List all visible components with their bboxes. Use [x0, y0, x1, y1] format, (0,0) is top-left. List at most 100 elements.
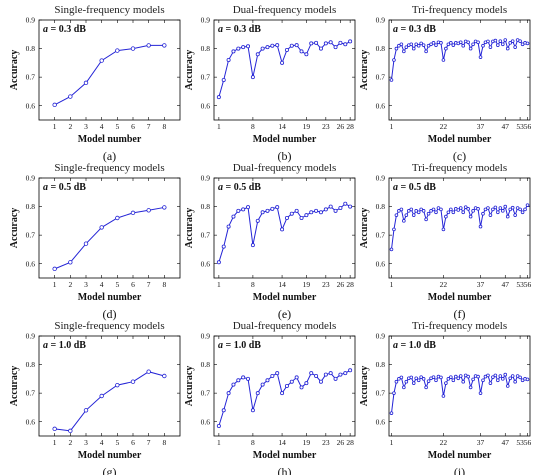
data-point — [476, 374, 480, 379]
x-tick-label: 47 — [502, 122, 510, 131]
data-point — [392, 58, 396, 62]
data-point — [275, 43, 280, 48]
x-tick-label: 23 — [322, 122, 330, 131]
x-axis-label: Model number — [428, 134, 492, 145]
data-point — [236, 46, 241, 51]
y-tick-label: 0.9 — [26, 174, 36, 183]
x-tick-label: 7 — [147, 280, 151, 289]
data-point — [299, 385, 304, 390]
data-point — [99, 225, 104, 230]
data-point — [68, 428, 73, 434]
data-point — [343, 42, 348, 47]
data-point — [68, 94, 73, 99]
x-tick-label: 3 — [84, 438, 88, 447]
y-tick-label: 0.7 — [26, 73, 36, 82]
data-point — [468, 46, 473, 51]
data-point — [431, 207, 436, 212]
x-tick-label: 8 — [251, 280, 255, 289]
data-point — [333, 208, 338, 213]
y-tick-label: 0.7 — [376, 73, 386, 82]
data-point — [289, 211, 294, 216]
x-tick-label: 28 — [346, 438, 354, 447]
data-point — [255, 218, 260, 223]
y-tick-label: 0.9 — [201, 332, 211, 341]
annotation-value: = 0.5 dB — [48, 182, 86, 193]
data-point — [304, 52, 309, 57]
y-tick-label: 0.9 — [201, 16, 211, 25]
data-point — [416, 210, 421, 215]
y-tick-label: 0.8 — [26, 202, 36, 211]
data-point — [399, 375, 404, 380]
data-point — [486, 206, 490, 210]
noise-level-annotation: a = 0.5 dB — [43, 182, 86, 193]
data-point — [404, 45, 409, 49]
x-tick-label: 7 — [147, 438, 151, 447]
plot-frame — [213, 19, 356, 121]
x-axis-label: Model number — [428, 292, 492, 303]
x-axis-label: Model number — [253, 292, 317, 303]
data-point — [241, 45, 246, 50]
x-axis-label: Model number — [78, 450, 142, 461]
y-axis-label: Accuracy — [184, 50, 195, 91]
data-point — [231, 49, 236, 54]
data-point — [426, 211, 431, 216]
data-point — [265, 378, 270, 383]
data-point — [486, 39, 490, 44]
y-tick-label: 0.6 — [376, 101, 386, 110]
data-point — [421, 377, 426, 381]
data-point — [394, 379, 399, 384]
data-point — [471, 209, 475, 213]
noise-level-annotation: a = 0.5 dB — [218, 182, 261, 193]
data-point — [309, 210, 314, 215]
data-point — [226, 224, 231, 229]
data-point — [486, 373, 490, 378]
x-tick-label: 26 — [337, 122, 345, 131]
data-point — [294, 208, 299, 213]
data-point — [255, 391, 260, 396]
data-point — [289, 379, 294, 384]
y-tick-label: 0.8 — [201, 360, 211, 369]
annotation-value: = 0.3 dB — [48, 24, 86, 35]
x-tick-label: 1 — [53, 122, 57, 131]
chart-panel-d: Single-frequency models 0.6 0.7 0.8 0.9 1 2 3 4 5… — [9, 162, 181, 321]
data-point — [478, 391, 483, 395]
data-point — [500, 377, 505, 381]
data-point — [338, 372, 343, 377]
data-point — [162, 43, 167, 48]
data-point — [449, 207, 453, 212]
x-tick-label: 2 — [68, 280, 72, 289]
x-tick-label: 14 — [278, 438, 286, 447]
data-point — [99, 58, 104, 63]
data-point — [466, 207, 470, 211]
data-point — [493, 373, 498, 378]
data-point — [449, 375, 453, 379]
x-tick-label: 37 — [477, 280, 485, 289]
y-tick-label: 0.9 — [201, 174, 211, 183]
series-line — [390, 373, 528, 414]
data-point — [328, 40, 333, 45]
y-tick-label: 0.6 — [201, 417, 211, 426]
data-point — [394, 46, 399, 51]
data-point — [294, 43, 299, 48]
series-line — [390, 38, 528, 81]
data-point — [468, 214, 473, 219]
data-point — [246, 44, 251, 49]
x-axis-label: Model number — [78, 134, 142, 145]
data-point — [503, 204, 508, 209]
noise-level-annotation: a = 1.0 dB — [43, 340, 86, 351]
annotation-variable: a — [43, 340, 48, 351]
data-point — [333, 376, 338, 381]
series-line — [390, 204, 528, 250]
data-point — [496, 43, 500, 47]
y-tick-label: 0.6 — [201, 101, 211, 110]
annotation-value: = 1.0 dB — [48, 340, 86, 351]
y-tick-label: 0.6 — [376, 259, 386, 268]
x-tick-label: 14 — [278, 122, 286, 131]
data-point — [270, 373, 275, 378]
annotation-value: = 0.3 dB — [223, 24, 261, 35]
data-point — [402, 219, 406, 223]
x-tick-label: 1 — [390, 280, 394, 289]
x-tick-label: 2 — [68, 122, 72, 131]
data-point — [471, 377, 475, 382]
data-point — [260, 382, 265, 387]
